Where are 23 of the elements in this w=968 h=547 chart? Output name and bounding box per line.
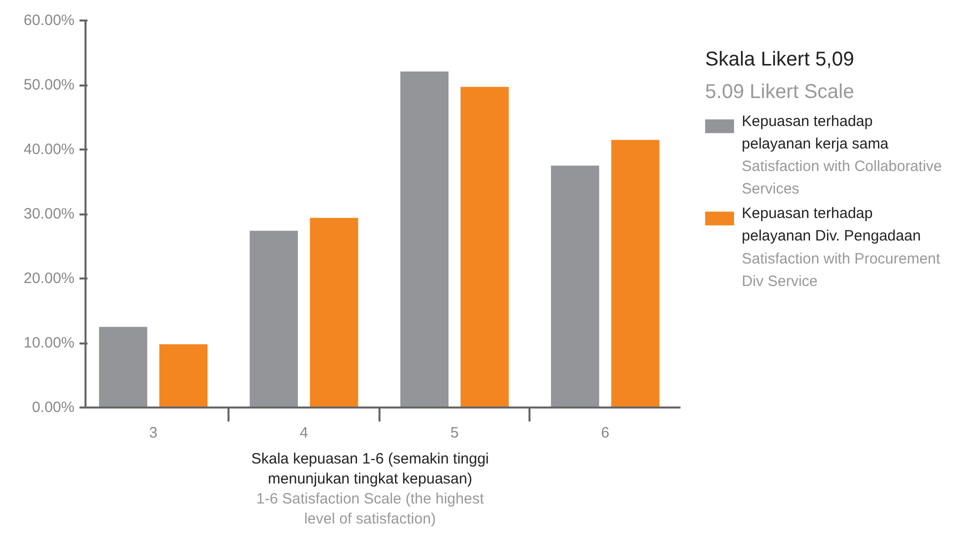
bar [99,326,148,408]
x-tick-label: 6 [601,424,610,442]
y-tick-label: 50.00% [24,76,74,94]
x-tick-label: 3 [149,424,158,442]
bar [159,344,208,408]
bar [460,86,509,408]
bar [400,71,449,408]
bar [611,140,660,408]
y-tick-label: 10.00% [24,334,74,352]
legend-label: Kepuasan terhadap pelayanan Div. Pengadaan Satisfaction with Procurement Div Service [742,205,942,290]
y-tick-label: 0.00% [32,399,75,416]
y-tick-label: 40.00% [24,141,74,158]
x-tick-label: 4 [300,424,308,442]
y-tick-label: 20.00% [24,270,74,287]
legend-title: Skala Likert 5,09 5.09 Likert Scale [705,48,854,103]
bar [550,166,600,408]
y-tick-label: 60.00% [24,12,74,29]
legend-label: Kepuasan terhadap pelayanan kerja sama Satisfaction with Collaborative Services [742,112,942,198]
bar [250,230,298,408]
x-axis-title: Skala kepuasan 1-6 (semakin tinggi menunjukan tingkat kepuasan) 1-6 Satisfaction Scale (the highest level of satisfaction) [251,450,489,528]
bar [310,218,358,408]
x-tick-label: 5 [450,424,459,442]
y-tick-label: 30.00% [24,206,74,222]
